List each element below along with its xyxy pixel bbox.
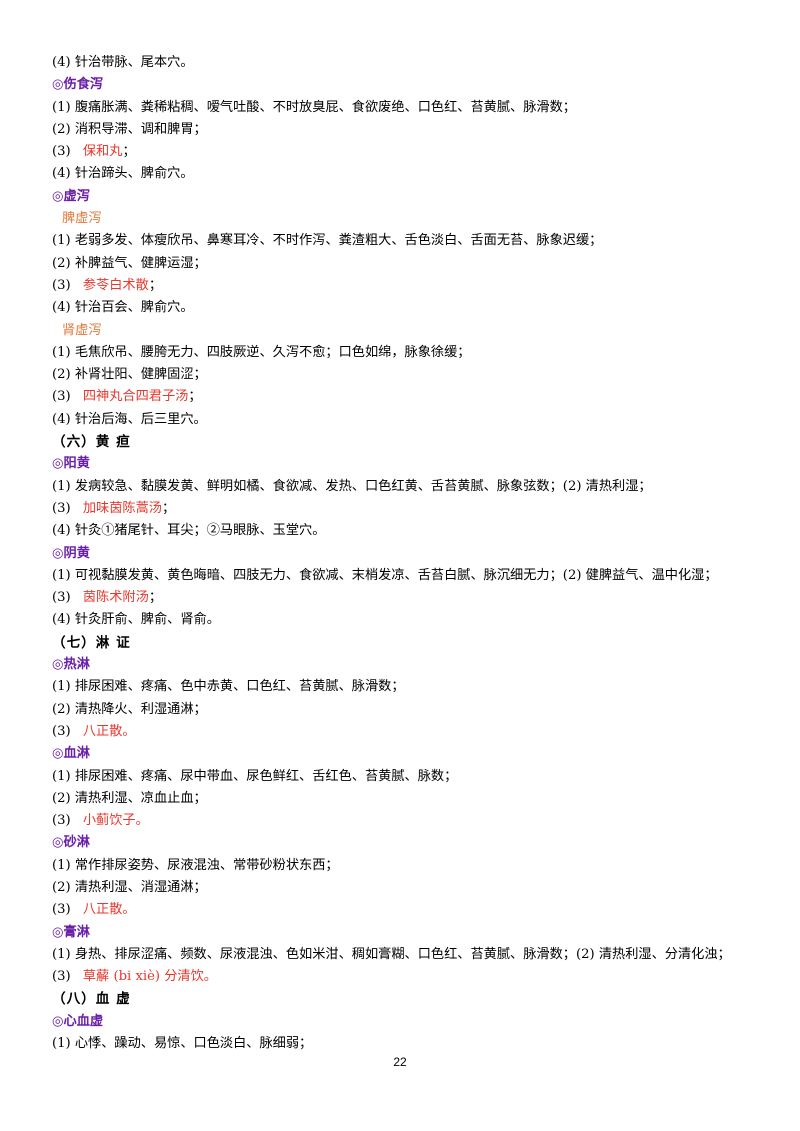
text-paragraph: (1) 可视黏膜发黄、黄色晦暗、四肢无力、食欲减、末梢发凉、舌苔白腻、脉沉细无力… bbox=[52, 567, 718, 583]
prescription-name: 草薢 (bi xiè) 分清饮。 bbox=[82, 969, 217, 985]
item-number: (3) bbox=[52, 144, 75, 160]
subsection-heading: ◎阳黄 bbox=[52, 456, 90, 472]
prescription-name: 加味茵陈蒿汤 bbox=[82, 500, 162, 516]
item-number: (3) bbox=[52, 969, 75, 985]
punctuation: ； bbox=[122, 144, 136, 160]
text-line: (2) 清热利湿、凉血止血； bbox=[52, 790, 207, 806]
prescription-line: (3) 茵陈术附汤； bbox=[52, 587, 752, 609]
prescription-name: 八正散。 bbox=[82, 723, 136, 739]
text-line: (2) 消积导滞、调和脾胃； bbox=[52, 121, 207, 137]
text-line: (2) 补脾益气、健脾运湿； bbox=[52, 255, 207, 271]
item-number: (3) bbox=[52, 277, 75, 293]
page-number: 22 bbox=[393, 1055, 407, 1069]
prescription-name: 八正散。 bbox=[82, 902, 136, 918]
prescription-line: (3) 保和丸； bbox=[52, 141, 752, 163]
text-line: (1) 排尿困难、疼痛、尿中带血、尿色鲜红、舌红色、苔黄腻、脉数； bbox=[52, 768, 458, 784]
section-heading: （七）淋 证 bbox=[52, 634, 131, 651]
text-line: (1) 常作排尿姿势、尿液混浊、常带砂粉状东西； bbox=[52, 857, 339, 873]
text-line: (4) 针治蹄头、脾俞穴。 bbox=[52, 166, 194, 182]
text-line: (2) 清热利湿、消湿通淋； bbox=[52, 879, 207, 895]
subsection-heading: ◎心血虚 bbox=[52, 1013, 104, 1029]
section-heading: （六）黄 疸 bbox=[52, 434, 131, 451]
punctuation: ； bbox=[148, 590, 162, 606]
prescription-line: (3) 参苓白术散； bbox=[52, 275, 752, 297]
subtype-label: 肾虚泻 bbox=[62, 322, 102, 338]
prescription-line: (3) 草薢 (bi xiè) 分清饮。 bbox=[52, 966, 752, 988]
text-line: (1) 排尿困难、疼痛、色中赤黄、口色红、苔黄腻、脉滑数； bbox=[52, 679, 405, 695]
item-number: (3) bbox=[52, 389, 75, 405]
item-number: (3) bbox=[52, 723, 75, 739]
item-number: (3) bbox=[52, 813, 75, 829]
text-line: (1) 发病较急、黏膜发黄、鲜明如橘、食欲减、发热、口色红黄、舌苔黄腻、脉象弦数… bbox=[52, 478, 652, 494]
subtype-label: 脾虚泻 bbox=[62, 211, 102, 227]
text-line: (4) 针治后海、后三里穴。 bbox=[52, 411, 207, 427]
prescription-line: (3) 加味茵陈蒿汤； bbox=[52, 498, 752, 520]
text-line: (4) 针治百会、脾俞穴。 bbox=[52, 300, 194, 316]
text-line: (1) 腹痛胀满、粪稀粘稠、嗳气吐酸、不时放臭屁、食欲废绝、口色红、苔黄腻、脉滑… bbox=[52, 99, 576, 115]
text-line: (4) 针灸肝俞、脾俞、肾俞。 bbox=[52, 612, 220, 628]
text-line: (4) 针灸①猪尾针、耳尖；②马眼脉、玉堂穴。 bbox=[52, 523, 326, 539]
text-line: (1) 心悸、躁动、易惊、口色淡白、脉细弱； bbox=[52, 1036, 313, 1052]
prescription-line: (3) 八正散。 bbox=[52, 721, 752, 743]
prescription-line: (3) 小蓟饮子。 bbox=[52, 810, 752, 832]
text-line: (1) 老弱多发、体瘦欣吊、鼻寒耳冷、不时作泻、粪渣粗大、舌色淡白、舌面无苔、脉… bbox=[52, 233, 603, 249]
prescription-line: (3) 四神丸合四君子汤； bbox=[52, 386, 752, 408]
prescription-line: (3) 八正散。 bbox=[52, 899, 752, 921]
prescription-name: 四神丸合四君子汤 bbox=[82, 389, 189, 405]
text-line: (2) 补肾壮阳、健脾固涩； bbox=[52, 367, 207, 383]
prescription-name: 茵陈术附汤 bbox=[82, 590, 149, 606]
subsection-heading: ◎膏淋 bbox=[52, 924, 90, 940]
subsection-heading: ◎虚泻 bbox=[52, 188, 90, 204]
subsection-heading: ◎血淋 bbox=[52, 746, 90, 762]
text-line: (1) 毛焦欣吊、腰胯无力、四肢厥逆、久泻不愈；口色如绵，脉象徐缓； bbox=[52, 344, 471, 360]
subsection-heading: ◎伤食泻 bbox=[52, 77, 104, 93]
subsection-heading: ◎阴黄 bbox=[52, 545, 90, 561]
prescription-name: 小蓟饮子。 bbox=[82, 813, 149, 829]
subsection-heading: ◎热淋 bbox=[52, 657, 90, 673]
item-number: (3) bbox=[52, 590, 75, 606]
prescription-name: 保和丸 bbox=[82, 144, 123, 160]
punctuation: ； bbox=[188, 389, 202, 405]
prescription-name: 参苓白术散 bbox=[82, 277, 149, 293]
item-number: (3) bbox=[52, 902, 75, 918]
subsection-heading: ◎砂淋 bbox=[52, 835, 90, 851]
text-paragraph: (1) 身热、排尿涩痛、频数、尿液混浊、色如米泔、稠如膏糊、口色红、苔黄腻、脉滑… bbox=[52, 946, 731, 962]
punctuation: ； bbox=[148, 277, 162, 293]
document-body: (4) 针治带脉、尾本穴。 ◎伤食泻 (1) 腹痛胀满、粪稀粘稠、嗳气吐酸、不时放臭… bbox=[52, 52, 752, 1055]
item-number: (3) bbox=[52, 500, 75, 516]
text-line: (2) 清热降火、利湿通淋； bbox=[52, 701, 207, 717]
text-line: (4) 针治带脉、尾本穴。 bbox=[52, 55, 194, 70]
punctuation: ； bbox=[162, 500, 176, 516]
section-heading: （八）血 虚 bbox=[52, 991, 131, 1008]
